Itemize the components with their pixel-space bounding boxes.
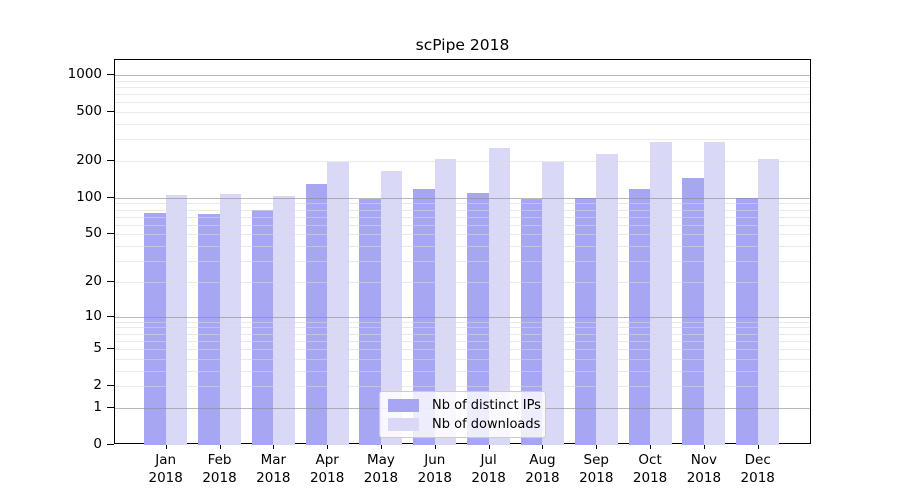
bar-downloads-nov [703, 141, 726, 445]
bar-downloads-sep [596, 154, 618, 445]
x-tick-label: Aug 2018 [525, 452, 560, 486]
x-axis-tick [219, 444, 221, 449]
x-tick-label: Feb 2018 [202, 452, 237, 486]
y-axis-tick [107, 74, 114, 76]
x-axis-tick [434, 444, 436, 449]
gridline-minor [115, 112, 810, 114]
y-axis-tick [107, 444, 114, 445]
y-tick-label: 200 [76, 152, 102, 169]
x-axis-tick [596, 444, 598, 449]
bar-downloads-dec [757, 159, 780, 445]
x-axis-tick [757, 444, 759, 449]
x-tick-label: Nov 2018 [686, 452, 722, 486]
x-axis-tick [542, 444, 544, 449]
bar-downloads-feb [219, 193, 242, 445]
x-tick-label: Jul 2018 [471, 452, 506, 486]
y-tick-label: 10 [84, 307, 102, 324]
legend: Nb of distinct IPs Nb of downloads [379, 391, 546, 438]
bar-distinct-ips-feb [198, 213, 220, 445]
bar-downloads-mar [273, 195, 295, 445]
bar-distinct-ips-may [359, 199, 381, 445]
gridline-minor [115, 102, 810, 104]
bar-distinct-ips-jul [467, 192, 489, 445]
bar-distinct-ips-jan [144, 213, 166, 445]
gridline-major [115, 75, 810, 77]
y-axis-tick [107, 280, 114, 282]
x-axis-tick [650, 444, 652, 449]
y-axis-tick [107, 196, 114, 198]
bar-distinct-ips-oct [628, 188, 651, 445]
y-tick-label: 20 [84, 272, 102, 289]
x-axis-tick [327, 444, 329, 449]
chart-title: scPipe 2018 [415, 36, 510, 54]
legend-item-downloads: Nb of downloads [388, 416, 541, 433]
x-tick-label: Sep 2018 [579, 452, 614, 486]
legend-item-distinct-ips: Nb of distinct IPs [388, 397, 541, 414]
bar-downloads-aug [542, 162, 564, 445]
y-axis-tick [107, 406, 114, 408]
x-tick-label: Oct 2018 [632, 452, 668, 486]
x-axis-tick [380, 444, 382, 449]
y-axis-tick [107, 315, 114, 317]
legend-swatch-distinct-ips [388, 399, 419, 412]
y-tick-label: 5 [93, 340, 102, 357]
bar-downloads-jul [488, 147, 511, 445]
bar-downloads-jun [434, 158, 457, 445]
x-tick-label: May 2018 [363, 452, 399, 486]
y-axis-tick [107, 233, 114, 235]
gridline-minor [115, 94, 810, 96]
bar-downloads-may [380, 171, 403, 445]
y-axis-tick [107, 348, 114, 350]
gridline-minor [115, 86, 810, 88]
y-axis-tick [107, 111, 114, 113]
bar-distinct-ips-dec [736, 197, 758, 445]
x-tick-label: Apr 2018 [309, 452, 345, 486]
x-tick-label: Jan 2018 [148, 452, 183, 486]
x-axis-tick [165, 444, 167, 449]
bar-distinct-ips-sep [574, 197, 597, 445]
bar-downloads-oct [650, 141, 672, 445]
bar-downloads-jan [165, 194, 188, 445]
plot-area [114, 59, 811, 445]
gridline-minor [115, 80, 810, 82]
y-tick-label: 50 [84, 225, 102, 242]
bar-distinct-ips-apr [305, 184, 328, 445]
bar-downloads-apr [327, 162, 349, 445]
y-axis-tick [107, 160, 114, 162]
legend-swatch-downloads [388, 418, 419, 431]
gridline-minor [115, 124, 810, 126]
x-tick-label: Dec 2018 [740, 452, 775, 486]
bar-distinct-ips-mar [251, 209, 274, 445]
y-tick-label: 500 [76, 103, 102, 120]
y-tick-label: 1 [93, 398, 102, 415]
x-tick-label: Mar 2018 [256, 452, 291, 486]
x-axis-tick [703, 444, 705, 449]
legend-label-distinct-ips: Nb of distinct IPs [432, 398, 541, 413]
bar-distinct-ips-nov [682, 177, 704, 445]
y-tick-label: 100 [76, 188, 102, 205]
x-tick-label: Jun 2018 [417, 452, 452, 486]
x-axis-tick [488, 444, 490, 449]
gridline-minor [115, 139, 810, 141]
y-axis-tick [107, 385, 114, 387]
x-axis-tick [273, 444, 275, 449]
y-tick-label: 1000 [67, 66, 102, 83]
y-tick-label: 0 [93, 436, 102, 452]
legend-label-downloads: Nb of downloads [432, 417, 541, 432]
y-tick-label: 2 [93, 377, 102, 394]
